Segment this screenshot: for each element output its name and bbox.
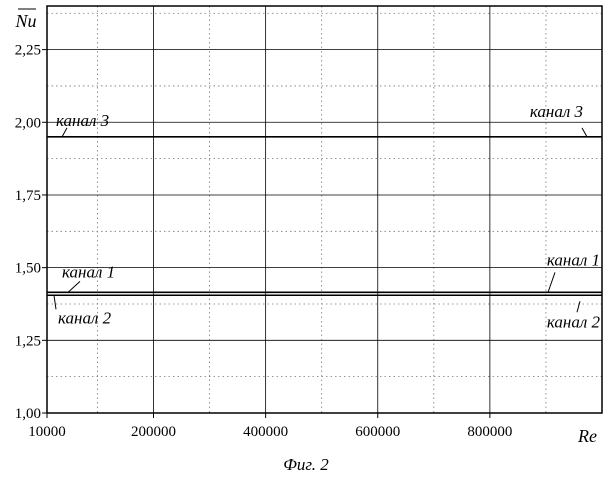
- y-tick-label: 2,00: [15, 115, 41, 131]
- y-axis-label: Nu: [14, 11, 36, 31]
- x-axis-label: Re: [577, 426, 597, 446]
- series-label-leader: [582, 128, 587, 137]
- x-tick-label: 400000: [243, 424, 288, 440]
- x-tick-label: 200000: [131, 424, 176, 440]
- series-label-leader: [577, 301, 580, 312]
- series-lines: [47, 137, 602, 295]
- x-tick-label: 800000: [467, 424, 512, 440]
- series-label: канал 2: [547, 312, 601, 331]
- series-label: канал 2: [58, 308, 112, 327]
- x-tick-label: 600000: [355, 424, 400, 440]
- x-tick-label: 10000: [28, 424, 66, 440]
- minor-gridlines: [47, 6, 602, 413]
- y-tick-label: 2,25: [15, 43, 41, 59]
- major-gridlines: [47, 6, 602, 413]
- series-label-leader: [68, 281, 80, 292]
- y-tick-label: 1,25: [15, 333, 41, 349]
- figure-caption: Фиг. 2: [283, 455, 329, 474]
- y-tick-label: 1,50: [15, 261, 41, 277]
- series-label-leader: [548, 272, 555, 292]
- y-tick-label: 1,00: [15, 406, 41, 422]
- series-label-leader: [54, 295, 56, 309]
- series-label: канал 3: [530, 102, 583, 121]
- series-label: канал 1: [547, 250, 600, 269]
- series-label: канал 1: [62, 262, 115, 281]
- series-label: канал 3: [56, 111, 109, 130]
- y-tick-label: 1,75: [15, 188, 41, 204]
- labels: 1,00 1,25 1,50 1,75 2,00 2,25 10000 200000 40000…: [15, 43, 601, 440]
- plot-frame: [47, 6, 602, 413]
